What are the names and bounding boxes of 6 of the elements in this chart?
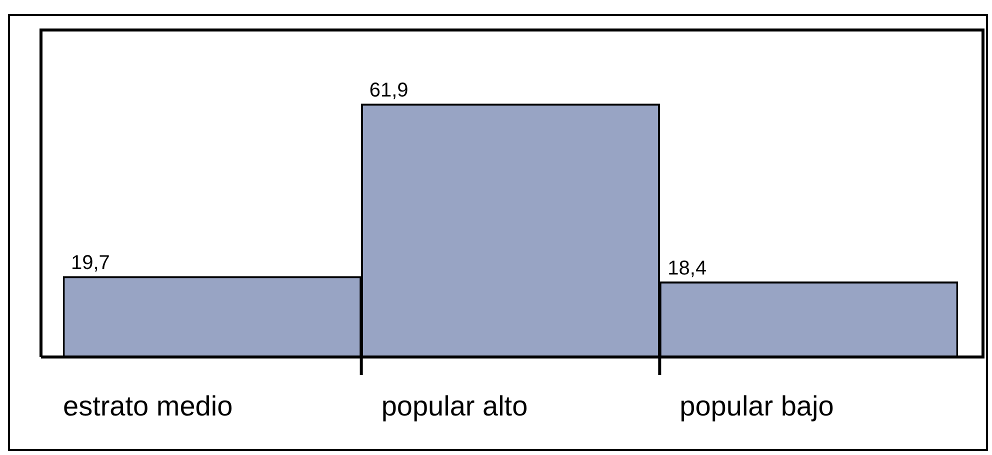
- data-label: 18,4: [668, 257, 707, 280]
- x-tick-label: estrato medio: [63, 390, 233, 422]
- x-tick-label: popular alto: [381, 390, 528, 422]
- data-label: 61,9: [369, 80, 408, 102]
- data-label: 19,7: [71, 252, 110, 274]
- x-tick-label: popular bajo: [680, 390, 834, 422]
